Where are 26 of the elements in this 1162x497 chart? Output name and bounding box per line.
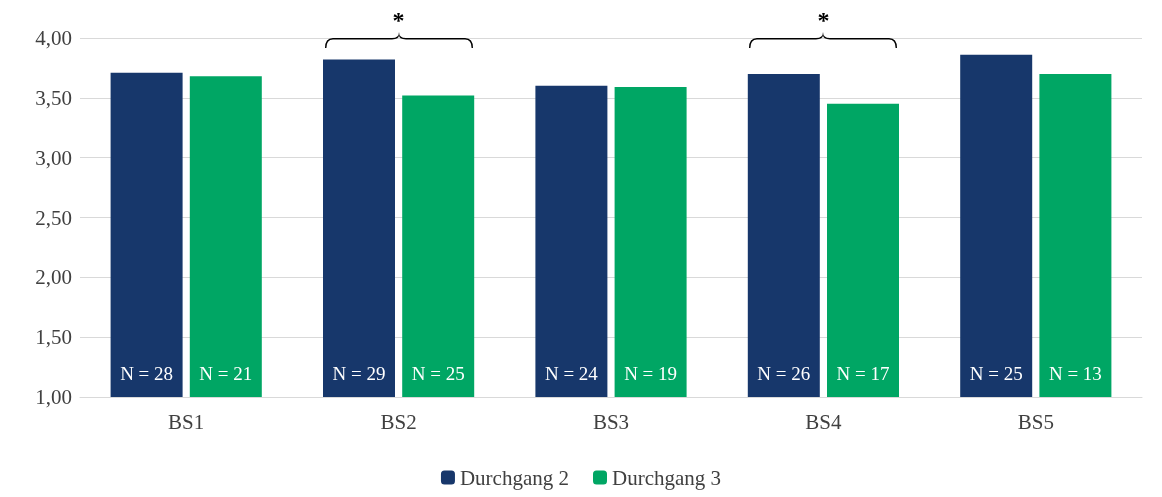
y-tick-label: 1,00: [35, 385, 72, 409]
text: *: [392, 7, 405, 33]
y-tick-label: 3,00: [35, 145, 72, 170]
y-tick-label: 1,50: [35, 325, 72, 350]
y-tick-label: 4,00: [35, 26, 72, 50]
annotation: N = 26: [757, 363, 811, 384]
legend-label: Durchgang 3: [612, 465, 722, 490]
annotation: N = 28: [120, 363, 174, 384]
x-tick-label: BS3: [592, 409, 630, 434]
x-tick-label: BS2: [380, 409, 417, 434]
x-tick-label: BS5: [1017, 409, 1054, 434]
annotation: N = 25: [969, 363, 1023, 384]
annotation: N = 17: [836, 363, 890, 384]
annotation: N = 21: [199, 363, 253, 384]
x-tick-label: BS4: [805, 409, 842, 434]
annotation: N = 25: [411, 363, 465, 384]
annotation: N = 19: [624, 363, 678, 384]
y-tick-label: 2,50: [35, 205, 72, 230]
y-tick-label: 2,00: [35, 265, 72, 290]
x-tick-label: BS1: [168, 409, 205, 434]
y-tick-label: 3,50: [35, 85, 72, 110]
annotation: N = 24: [544, 363, 598, 384]
annotation: N = 13: [1048, 363, 1102, 384]
text: *: [817, 7, 830, 33]
legend-label: Durchgang 2: [459, 465, 570, 490]
annotation: N = 29: [332, 363, 386, 384]
